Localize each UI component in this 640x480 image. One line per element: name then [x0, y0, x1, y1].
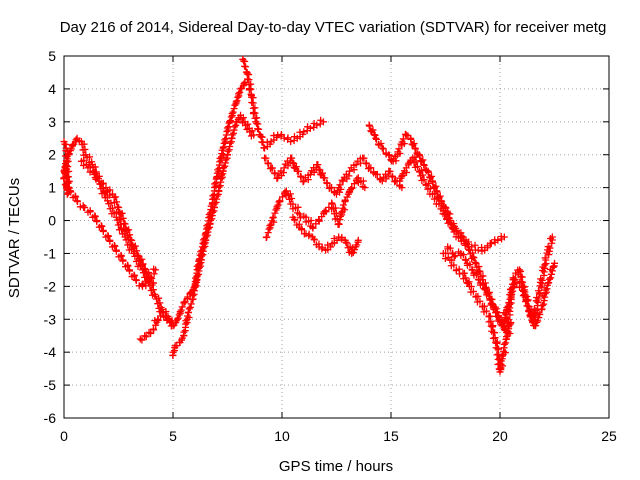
data-point [346, 167, 354, 175]
y-tick-label: -2 [44, 278, 57, 294]
y-tick-label: -4 [44, 344, 57, 360]
data-point [280, 164, 288, 172]
series-track-m [439, 249, 515, 376]
y-tick-label: 1 [48, 180, 56, 196]
series-trace [366, 122, 452, 217]
data-point [136, 335, 144, 343]
y-axis: -6 -5 -4 -3 -2 -1 0 1 2 3 4 5 [44, 48, 609, 426]
data-point [167, 319, 175, 327]
data-point [145, 328, 153, 336]
plot-frame [63, 55, 610, 419]
data-point [274, 174, 282, 182]
series-trace [240, 57, 325, 152]
chart-title: Day 216 of 2014, Sidereal Day-to-day VTE… [60, 19, 607, 36]
series-track-e [239, 55, 327, 152]
x-tick-label: 0 [60, 428, 68, 444]
data-point [300, 177, 308, 185]
x-tick-label: 5 [169, 428, 177, 444]
data-point [339, 177, 347, 185]
data-point [141, 332, 149, 340]
x-tick-label: 10 [274, 428, 290, 444]
x-tick-label: 25 [601, 428, 617, 444]
series-track-k [439, 207, 558, 330]
y-tick-label: 3 [48, 114, 56, 130]
series-track-j [396, 153, 508, 255]
series-trace [169, 114, 256, 359]
y-tick-label: -5 [44, 377, 57, 393]
x-axis: 0 5 10 15 20 25 [60, 56, 617, 444]
y-tick-label: -1 [44, 245, 57, 261]
series-trace [262, 175, 367, 242]
x-tick-label: 20 [492, 428, 508, 444]
data-point [439, 207, 447, 215]
y-tick-label: -6 [44, 410, 57, 426]
x-tick-label: 15 [383, 428, 399, 444]
series-trace [60, 140, 73, 197]
data-point [402, 131, 410, 139]
series-trace [397, 153, 506, 255]
y-tick-label: 0 [48, 213, 56, 229]
y-tick-label: -3 [44, 311, 57, 327]
x-axis-label: GPS time / hours [279, 458, 393, 475]
series-track-n [136, 308, 175, 344]
series-track-h [289, 213, 362, 257]
series-trace [138, 308, 173, 344]
series-track-d [169, 111, 258, 359]
series-trace [80, 156, 157, 287]
series-trace [262, 154, 404, 197]
series-track-g [262, 174, 369, 242]
series-track-a [60, 78, 249, 330]
series-track-c [77, 156, 157, 287]
series-track-o [60, 138, 73, 198]
series-trace [290, 215, 362, 256]
y-axis-label: SDTVAR / TECUs [6, 178, 23, 298]
y-tick-label: 4 [48, 81, 56, 97]
series-track-f [261, 154, 406, 198]
y-tick-label: 2 [48, 147, 56, 163]
series-trace [61, 80, 248, 330]
data-point [378, 144, 386, 152]
data-marks [60, 55, 558, 376]
series-trace [441, 249, 514, 374]
grid-lines [64, 56, 609, 418]
y-tick-label: 5 [48, 48, 56, 64]
